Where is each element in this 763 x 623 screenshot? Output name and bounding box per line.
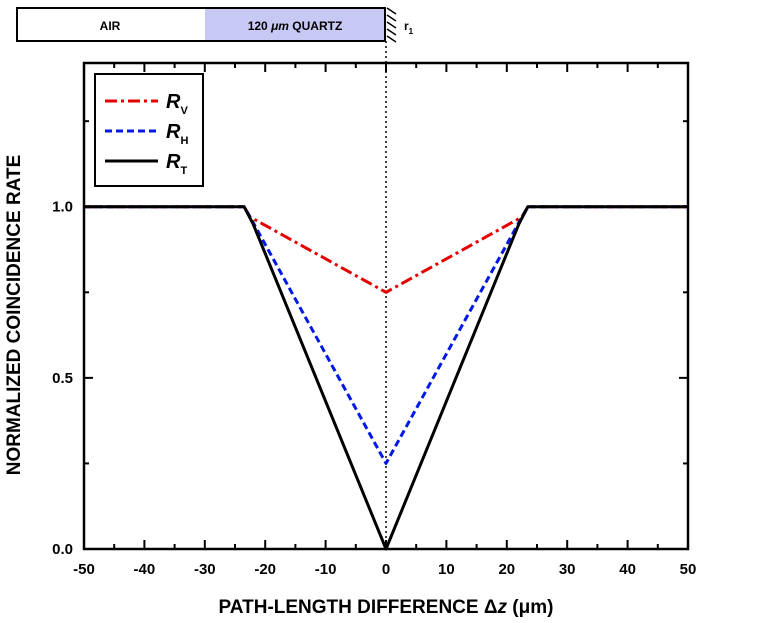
- x-tick-label: 20: [498, 561, 515, 578]
- x-tick-label: 50: [680, 561, 697, 578]
- x-tick-label: 30: [559, 561, 576, 578]
- x-ticks: -50 -40 -30 -20 -10 0 10 20 30 40 50: [73, 63, 696, 578]
- x-tick-label: -50: [73, 561, 95, 578]
- x-axis-title: PATH-LENGTH DIFFERENCE Δz (μm): [219, 597, 554, 618]
- x-tick-label: -20: [254, 561, 276, 578]
- x-tick-label: -10: [315, 561, 337, 578]
- schematic-frame: [16, 7, 386, 42]
- legend-label-rt: RT: [166, 151, 187, 177]
- quartz-region: [205, 8, 385, 41]
- x-tick-label: 40: [619, 561, 636, 578]
- y-axis-title: NORMALIZED COINCIDENCE RATE: [4, 155, 25, 476]
- legend-label-rv: RV: [166, 91, 188, 117]
- quartz-label: 120 μm QUARTZ: [248, 19, 343, 33]
- series-lines: [84, 205, 688, 551]
- legend: RV RH RT: [94, 73, 204, 187]
- y-tick-label: 1.0: [52, 199, 73, 216]
- y-ticks: 0.0 0.5 1.0: [52, 120, 688, 558]
- y-tick-label: 0.0: [52, 541, 73, 558]
- series-line-r-v: [84, 205, 688, 294]
- legend-label-rh: RH: [166, 121, 188, 147]
- mirror-label: r1: [404, 19, 414, 36]
- x-tick-label: 0: [382, 561, 390, 578]
- sample-schematic: AIR 120 μm QUARTZ r1: [16, 7, 414, 43]
- mirror-hatch: [386, 7, 397, 43]
- x-tick-label: -40: [134, 561, 156, 578]
- x-tick-label: -30: [194, 561, 216, 578]
- x-tick-label: 10: [438, 561, 455, 578]
- air-label: AIR: [100, 19, 121, 33]
- y-tick-label: 0.5: [52, 370, 73, 387]
- series-line-r-t: [84, 205, 688, 551]
- series-line-r-h: [84, 205, 688, 465]
